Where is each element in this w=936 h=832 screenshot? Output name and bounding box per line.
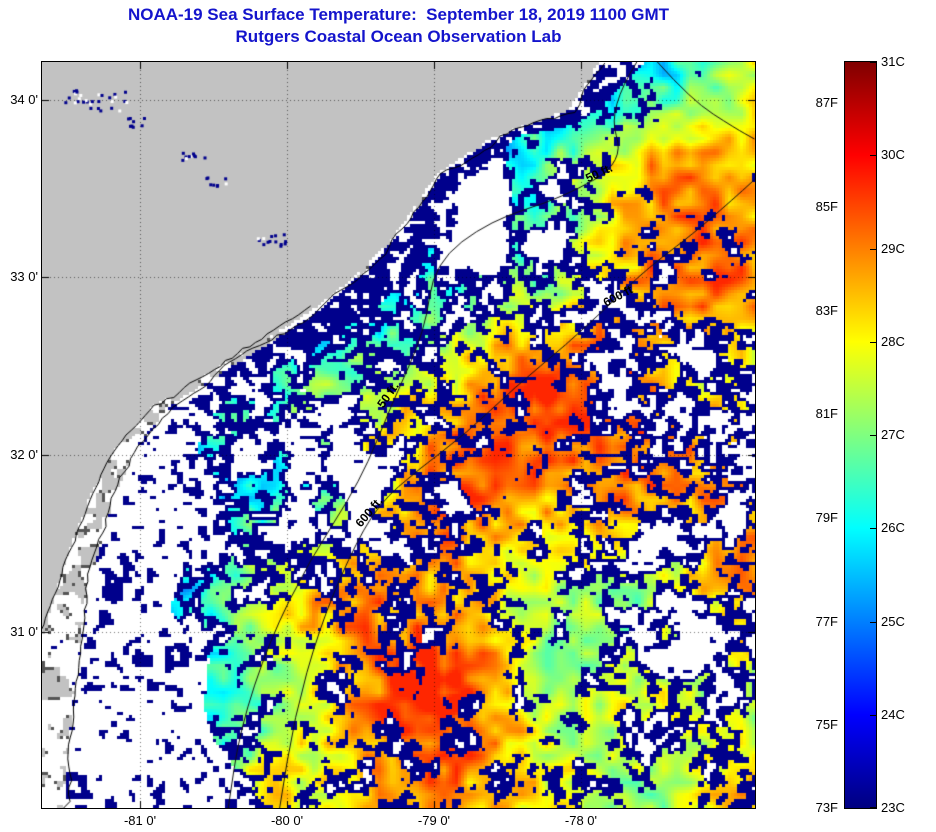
colorbar-tick-mark <box>870 621 876 623</box>
colorbar-tick-mark <box>870 714 876 716</box>
colorbar-celsius-label: 29C <box>881 240 905 256</box>
x-axis-tick-label: -79 0' <box>417 813 451 828</box>
y-axis-tick-label: 33 0' <box>10 269 38 285</box>
colorbar-celsius-label: 28C <box>881 333 905 349</box>
colorbar-tick-mark <box>870 435 876 436</box>
colorbar-tick-mark <box>870 341 876 343</box>
figure-title: NOAA-19 Sea Surface Temperature: Septemb… <box>127 5 670 24</box>
colorbar-fahrenheit-label: 85F <box>815 199 838 215</box>
colorbar-fahrenheit-label: 77F <box>815 613 838 629</box>
colorbar-celsius-label: 26C <box>881 520 905 536</box>
colorbar-celsius-label: 30C <box>881 147 905 163</box>
colorbar-fahrenheit-label: 73F <box>815 800 838 815</box>
colorbar-celsius-label: 23C <box>881 800 905 815</box>
x-axis-tick-label: -81 0' <box>123 813 157 828</box>
colorbar-tick-mark <box>870 807 876 808</box>
y-axis-tick-label: 31 0' <box>10 623 38 639</box>
colorbar-celsius-label: 24C <box>881 706 905 722</box>
colorbar-fahrenheit-label: 87F <box>815 95 838 111</box>
colorbar-celsius-label: 31C <box>881 54 905 69</box>
y-axis-tick-label: 34 0' <box>10 91 38 107</box>
colorbar-fahrenheit-label: 83F <box>815 302 838 318</box>
sst-map-canvas <box>42 62 755 808</box>
x-axis-tick-label: -78 0' <box>564 813 598 828</box>
figure-subtitle: Rutgers Coastal Ocean Observation Lab <box>235 27 562 46</box>
colorbar-fahrenheit-label: 75F <box>815 717 838 733</box>
colorbar-tick-mark <box>870 248 876 250</box>
colorbar-tick-mark <box>870 155 876 157</box>
colorbar-celsius-label: 25C <box>881 613 905 629</box>
colorbar-tick-mark <box>870 528 876 530</box>
colorbar-tick-mark <box>870 62 876 63</box>
colorbar-celsius-label: 27C <box>881 427 905 442</box>
colorbar-fahrenheit-label: 81F <box>815 406 838 422</box>
y-axis-tick-label: 32 0' <box>10 446 38 462</box>
x-axis-tick-label: -80 0' <box>270 813 304 828</box>
map-plot-frame <box>41 61 756 809</box>
colorbar-fahrenheit-label: 79F <box>815 509 838 525</box>
